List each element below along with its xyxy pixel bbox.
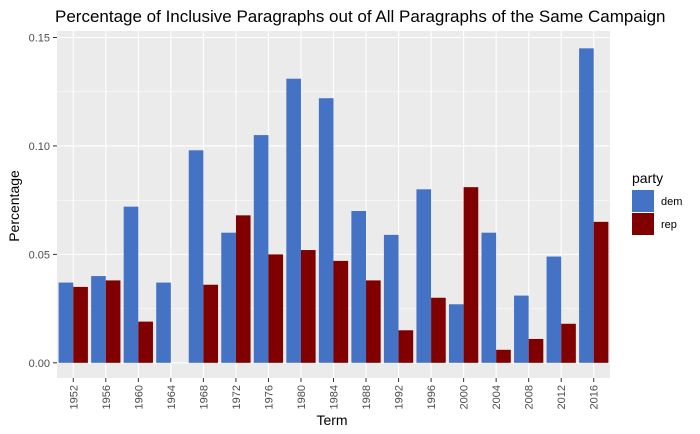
bar-rep-1976	[268, 254, 284, 363]
x-tick-label: 2008	[524, 385, 536, 409]
bar-rep-1988	[366, 280, 381, 363]
x-axis: 1952 1956 1960 1964 1968 1972 1976 1980 1984 1988…	[68, 378, 601, 409]
plot-area	[57, 31, 610, 378]
bar-rep-1960	[138, 321, 153, 363]
y-tick-label: 0.10	[29, 141, 50, 153]
x-tick-label: 1984	[329, 385, 341, 409]
y-tick-label: 0.15	[29, 33, 50, 45]
bar-dem-1952	[58, 282, 74, 363]
chart-title: Percentage of Inclusive Paragraphs out o…	[55, 7, 665, 26]
bar-dem-2008	[514, 295, 529, 363]
bar-dem-2012	[546, 256, 562, 363]
legend-key-rep	[632, 213, 654, 235]
bar-rep-2004	[496, 349, 511, 363]
bar-dem-2000	[448, 304, 464, 363]
x-tick-label: 2016	[589, 385, 601, 409]
bar-dem-1964	[156, 282, 171, 363]
bar-dem-1996	[416, 189, 432, 363]
x-tick-label: 1952	[68, 385, 80, 409]
bar-dem-1984	[318, 98, 334, 363]
x-tick-label: 1956	[101, 385, 113, 409]
y-tick-label: 0.00	[29, 358, 50, 370]
bar-rep-1992	[398, 330, 414, 363]
x-tick-label: 1960	[133, 385, 145, 409]
x-tick-label: 1996	[426, 385, 438, 409]
legend-title: party	[632, 170, 663, 186]
bar-rep-2016	[593, 221, 609, 363]
bar-rep-1972	[235, 215, 251, 363]
x-axis-title: Term	[316, 412, 347, 428]
y-axis-title: Percentage	[6, 170, 22, 242]
legend: party dem rep	[632, 170, 682, 235]
y-tick-label: 0.05	[29, 249, 50, 261]
x-tick-label: 1972	[231, 385, 243, 409]
legend-label-rep: rep	[661, 219, 677, 231]
bar-dem-1988	[351, 211, 367, 363]
bar-dem-1980	[286, 78, 301, 363]
x-tick-label: 1968	[198, 385, 210, 409]
bar-dem-2016	[579, 48, 594, 363]
bar-rep-2008	[528, 338, 544, 363]
x-tick-label: 2000	[459, 385, 471, 409]
bar-dem-1972	[221, 232, 236, 363]
bar-rep-1996	[431, 297, 446, 363]
x-tick-label: 1988	[361, 385, 373, 409]
bar-rep-1984	[333, 260, 349, 363]
x-tick-label: 2004	[491, 385, 503, 409]
bar-rep-1968	[203, 284, 219, 363]
y-axis: 0.00 0.05 0.10 0.15	[29, 33, 57, 370]
x-tick-label: 1980	[296, 385, 308, 409]
x-tick-label: 1976	[263, 385, 275, 409]
x-tick-label: 1992	[394, 385, 406, 409]
legend-key-dem	[632, 190, 654, 212]
bar-rep-1980	[300, 250, 316, 363]
bar-rep-2012	[561, 323, 576, 363]
bar-rep-2000	[463, 187, 479, 363]
legend-label-dem: dem	[661, 196, 682, 208]
bar-dem-1956	[91, 276, 106, 363]
x-tick-label: 2012	[556, 385, 568, 409]
bar-dem-1992	[383, 234, 399, 363]
bar-dem-1976	[253, 135, 269, 363]
x-tick-label: 1964	[166, 385, 178, 409]
bar-dem-1960	[123, 206, 139, 363]
bar-rep-1952	[73, 286, 88, 363]
bar-rep-1956	[105, 280, 121, 363]
bar-dem-2004	[481, 232, 497, 363]
bar-dem-1968	[188, 150, 204, 363]
